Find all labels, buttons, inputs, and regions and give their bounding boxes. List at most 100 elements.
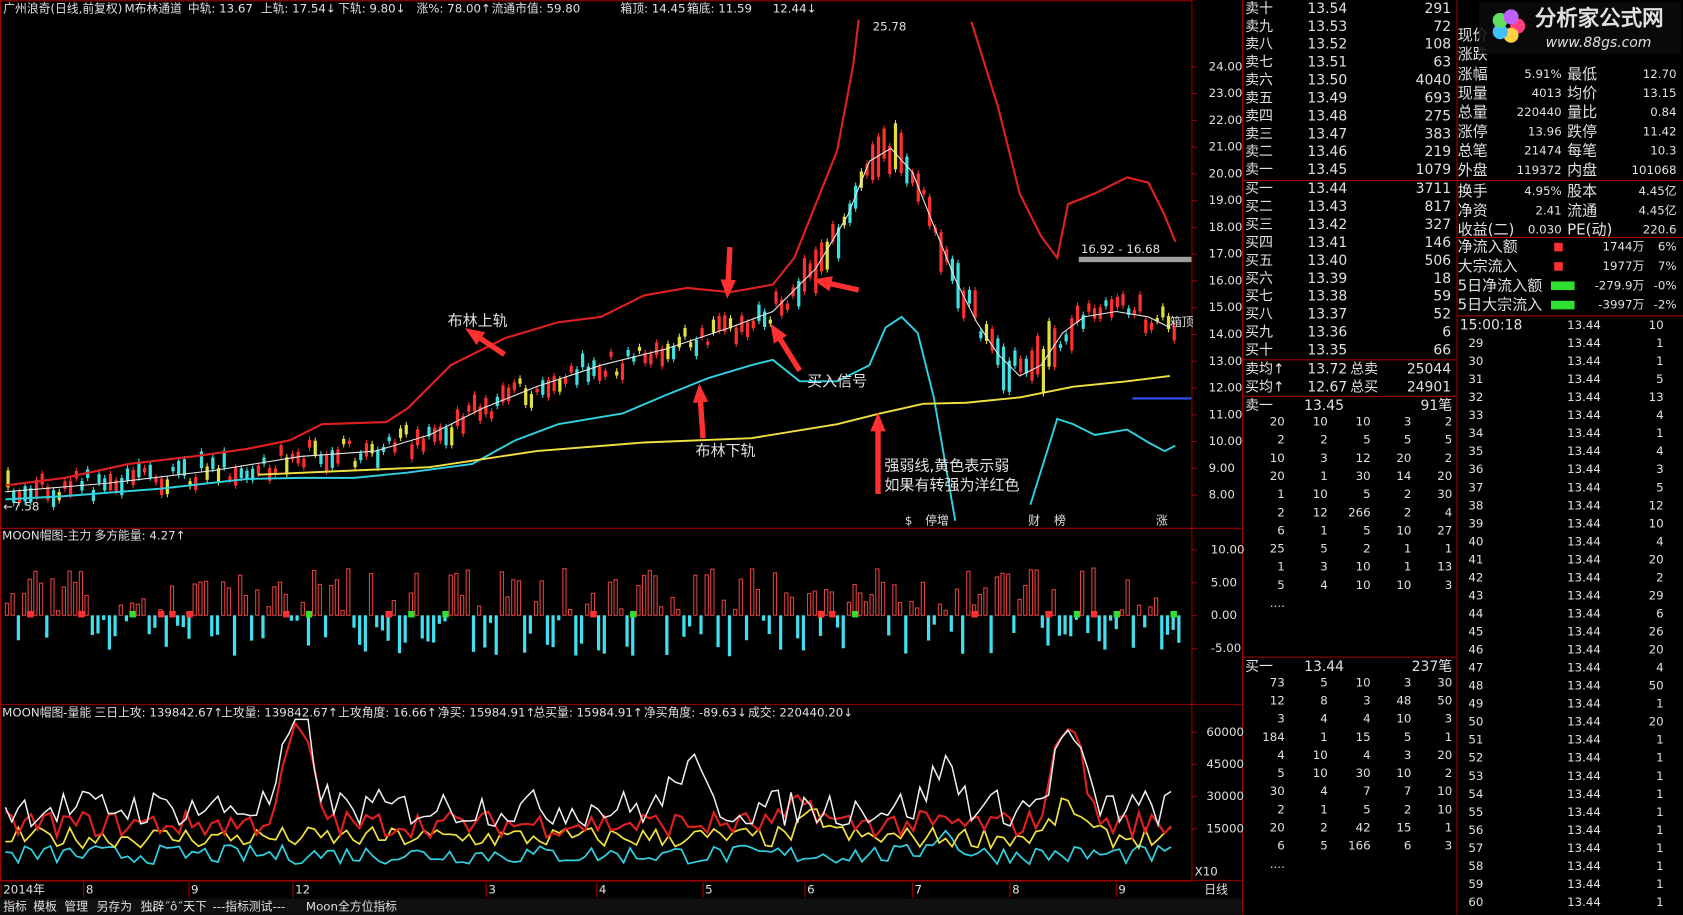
- tab[interactable]: 独辟˝ô˝天下: [141, 900, 207, 914]
- energy-bar: [443, 615, 447, 622]
- candle: [763, 311, 767, 328]
- info-value: 220.6: [1643, 223, 1677, 237]
- arrow-head: [870, 412, 886, 432]
- energy-bar: [641, 574, 647, 616]
- energy-bar: [317, 583, 323, 616]
- candle: [899, 132, 903, 173]
- energy-bar: [33, 570, 38, 616]
- energy-bar: [835, 615, 840, 628]
- tick-price: 13.44: [1567, 318, 1601, 332]
- energy-bar: [176, 615, 180, 626]
- signal-dot: [408, 610, 415, 618]
- tick-second: 29: [1468, 336, 1483, 350]
- candle: [1161, 306, 1165, 318]
- signal-dot: [129, 610, 136, 618]
- tick-second: 36: [1468, 462, 1483, 476]
- candle: [501, 385, 505, 403]
- queue-volume: 2: [1320, 433, 1328, 447]
- energy-bar: [102, 615, 106, 621]
- candle: [262, 457, 266, 464]
- candle: [893, 123, 898, 170]
- queue-volume: 2: [1445, 415, 1453, 429]
- tick-price: 13.44: [1567, 372, 1601, 386]
- tick-volume: 5: [1656, 372, 1664, 386]
- tick-price: 13.44: [1567, 570, 1601, 584]
- book-volume: 3711: [1416, 181, 1451, 197]
- tab[interactable]: 另存为: [97, 900, 132, 914]
- queue-volume: 48: [1396, 694, 1411, 708]
- queue-volume: 10: [1437, 802, 1452, 816]
- tab[interactable]: ---指标测试---: [213, 900, 286, 914]
- box-tag: 箱顶: [1170, 315, 1194, 329]
- info-label: 流通: [1567, 201, 1597, 219]
- queue-more: ....: [1270, 596, 1285, 610]
- queue-more: ....: [1270, 857, 1285, 871]
- queue-volume: 8: [1320, 694, 1328, 708]
- queue-volume: 30: [1356, 469, 1371, 483]
- candle: [69, 480, 73, 496]
- energy-bar: [954, 588, 960, 616]
- queue-volume: 3: [1320, 451, 1328, 465]
- book-label: 买四: [1245, 235, 1273, 251]
- tick-volume: 1: [1656, 841, 1664, 855]
- tab[interactable]: 模板: [33, 900, 57, 914]
- tick-second: 47: [1468, 661, 1483, 675]
- info-value: 119372: [1517, 163, 1562, 177]
- candle: [728, 318, 733, 329]
- y-tick-label: 23.00: [1209, 86, 1243, 100]
- tab[interactable]: Moon全方位指标: [306, 900, 397, 914]
- candle: [177, 460, 181, 476]
- book-label: 买三: [1245, 217, 1273, 233]
- energy-bar: [904, 615, 908, 654]
- queue-volume: 2: [1445, 451, 1453, 465]
- info-value: 4.45亿: [1638, 203, 1676, 217]
- high-label: 25.78: [873, 20, 907, 34]
- energy-bar: [465, 569, 470, 616]
- energy-bar: [306, 615, 311, 646]
- energy-bar: [818, 615, 823, 636]
- candle: [17, 491, 22, 504]
- avg-price: 12.67: [1307, 380, 1347, 396]
- energy-bar: [96, 615, 100, 634]
- book-label: 卖四: [1245, 108, 1273, 124]
- candle: [950, 258, 954, 281]
- tick-volume: 4: [1656, 534, 1664, 548]
- energy-bar: [1034, 569, 1039, 616]
- tick-second: 33: [1468, 408, 1483, 422]
- info-value: 101068: [1632, 163, 1677, 177]
- energy-bar: [1177, 615, 1181, 643]
- tick-second: 54: [1468, 787, 1483, 801]
- candle: [1121, 294, 1125, 306]
- book-price: 13.39: [1307, 271, 1347, 287]
- x-tick-label: 3: [488, 883, 496, 897]
- tick-price: 13.44: [1567, 859, 1601, 873]
- energy-bar: [277, 581, 283, 616]
- logo-petal: [1503, 9, 1519, 25]
- candle: [245, 470, 249, 480]
- energy-bar: [432, 615, 436, 643]
- energy-bar: [551, 615, 555, 648]
- signal-dot: [1090, 610, 1098, 618]
- energy-bar: [523, 615, 527, 653]
- candle: [421, 438, 425, 452]
- tab[interactable]: 指标: [3, 900, 27, 914]
- energy-bar: [1023, 584, 1028, 616]
- tick-volume: 10: [1649, 516, 1664, 530]
- energy-bar: [45, 615, 49, 638]
- energy-bar: [721, 599, 726, 616]
- tab[interactable]: 管理: [64, 900, 88, 914]
- box-band: [1078, 256, 1192, 263]
- energy-bar: [368, 573, 374, 616]
- queue-volume: 5: [1404, 433, 1412, 447]
- energy-bar: [784, 592, 789, 616]
- flow-value: 1977万: [1603, 259, 1645, 273]
- info-value: 4.95%: [1524, 184, 1561, 198]
- x-tick-label: 5: [705, 883, 713, 897]
- energy-bar: [1017, 598, 1022, 616]
- tick-volume: 50: [1649, 679, 1664, 693]
- energy-bar: [602, 615, 606, 654]
- info-label: 收益(二): [1458, 221, 1515, 239]
- queue-volume: 10: [1313, 487, 1328, 501]
- energy-bar: [141, 598, 146, 616]
- energy-bar: [1006, 573, 1011, 616]
